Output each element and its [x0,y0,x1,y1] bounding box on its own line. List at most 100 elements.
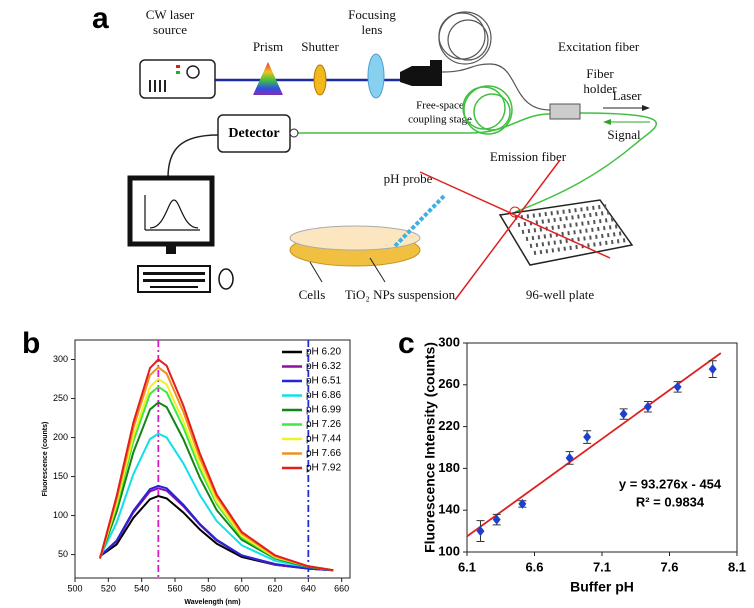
legend-label: pH 7.66 [306,448,341,459]
lens [367,53,385,99]
label: Laser [613,88,643,103]
pointer [309,261,323,283]
y-tick-label: 180 [438,460,460,475]
red-line [419,171,611,259]
x-tick-label: 640 [301,583,316,593]
label: Fiber [586,66,614,81]
dish-rim [289,225,421,251]
stand [166,246,176,254]
y-tick-label: 220 [438,418,460,433]
label: Shutter [301,39,339,54]
y-tick-label: 50 [58,549,68,559]
annotation: y = 93.276x - 454 [619,476,722,491]
plot-frame [466,342,738,553]
emission-fiber [292,85,657,213]
label: TiO₂ NPs suspension [345,287,456,302]
label: Emission fiber [490,149,567,164]
label: Detector [228,126,279,141]
cable [167,134,219,179]
data-point [643,401,652,412]
x-axis-label: Wavelength (nm) [184,599,240,606]
arrow-head [642,105,650,111]
legend-label: pH 6.99 [306,405,341,416]
y-tick-label: 150 [53,471,68,481]
coupling-stage [400,60,442,86]
diagram: a CW laser source Prism Shutter Focusing… [92,2,657,302]
legend-label: pH 7.92 [306,463,341,474]
x-axis-label: Buffer pH [570,579,634,595]
data-point [565,452,574,463]
series-line [99,401,334,572]
x-tick-label: 540 [134,583,149,593]
data-point [492,514,501,525]
legend-label: pH 7.44 [306,434,341,445]
legend-label: pH 6.32 [306,361,341,372]
plot-frame [74,339,351,579]
annotation: R² = 0.9834 [636,494,705,509]
y-tick-label: 260 [438,376,460,391]
excitation-fiber [438,11,551,111]
series-line [99,484,334,572]
y-tick-label: 200 [53,432,68,442]
series-line [99,432,334,572]
label: pH probe [384,171,433,186]
label: Focusing [348,7,396,22]
x-tick-label: 620 [267,583,282,593]
label: Prism [253,39,283,54]
label: 96-well plate [526,287,594,302]
legend-label: pH 6.86 [306,390,341,401]
x-tick-label: 7.1 [593,559,611,574]
legend-label: pH 6.51 [306,376,341,387]
red-line [454,159,561,301]
x-tick-label: 520 [101,583,116,593]
y-axis-label: Fluorescence Intensity (counts) [422,342,438,553]
y-tick-label: 250 [53,393,68,403]
legend-label: pH 6.20 [306,347,341,358]
label: CW laser [146,7,195,22]
x-tick-label: 6.1 [458,559,476,574]
monitor [127,175,215,247]
x-tick-label: 7.6 [660,559,678,574]
data-point [673,381,682,392]
prism [253,62,283,95]
x-tick-label: 500 [67,583,82,593]
port [289,128,299,138]
label: Excitation fiber [558,39,640,54]
x-tick-label: 580 [201,583,216,593]
label: holder [583,81,617,96]
y-tick-label: 300 [438,334,460,349]
x-tick-label: 600 [234,583,249,593]
label: lens [362,22,383,37]
panel-label: c [398,327,415,360]
y-tick-label: 140 [438,502,460,517]
label: coupling stage [408,114,472,126]
x-tick-label: 8.1 [728,559,746,574]
arrow-head [603,119,611,125]
fiber-holder [549,103,581,120]
panel-label: b [22,327,40,360]
data-point [476,526,485,537]
data-point [583,432,592,443]
data-point [619,409,628,420]
panel-label: a [92,2,109,35]
y-tick-label: 100 [53,510,68,520]
led [176,65,180,68]
y-axis-label: Fluorescence (counts) [42,422,49,497]
data-point [518,498,527,509]
mouse [218,268,234,290]
keys [143,272,205,288]
data-point [708,364,717,375]
x-tick-label: 660 [334,583,349,593]
label: Free-space [416,100,464,112]
label: source [153,22,187,37]
knob [186,65,200,79]
label: Signal [607,127,641,142]
series-line [99,358,334,572]
x-tick-label: 6.6 [525,559,543,574]
legend-label: pH 7.26 [306,419,341,430]
shutter [313,64,327,96]
x-tick-label: 560 [167,583,182,593]
pointer [369,257,386,283]
